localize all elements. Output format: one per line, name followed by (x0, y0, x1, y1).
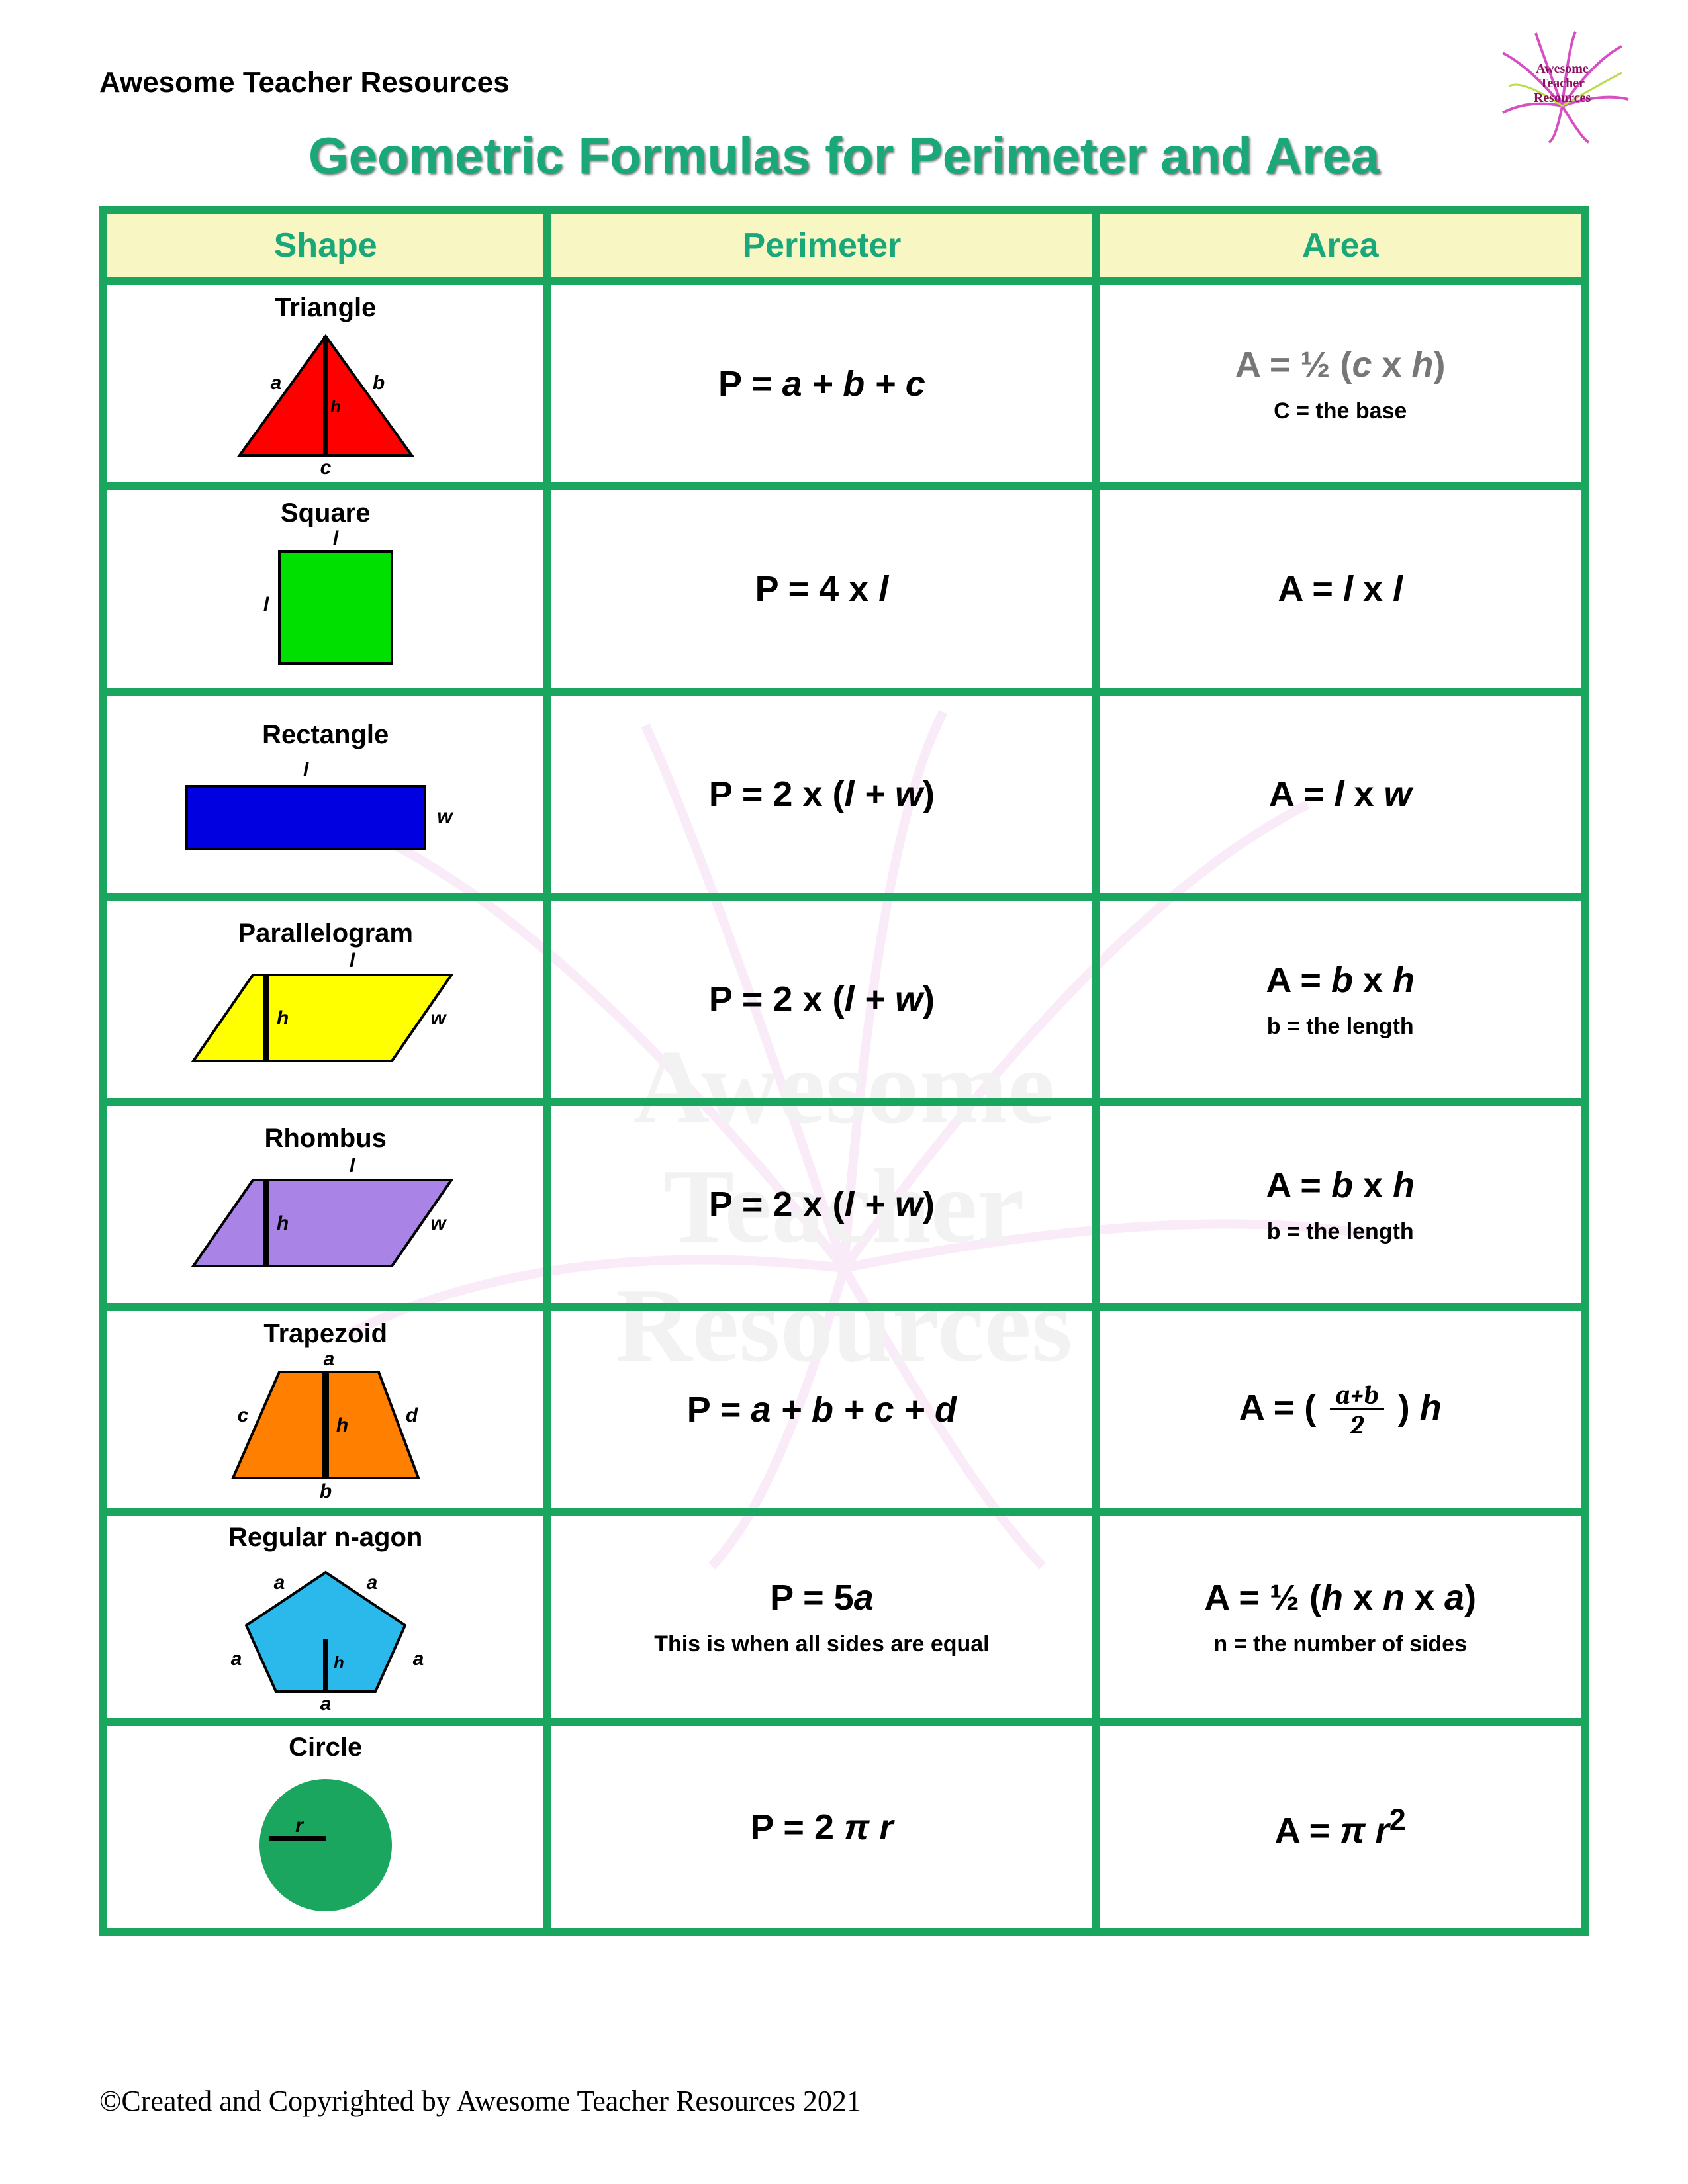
shape-cell: Trapezoid a d c b h (103, 1307, 547, 1512)
svg-text:l: l (303, 759, 309, 781)
svg-text:a: a (412, 1648, 424, 1670)
formula-table: Shape Perimeter Area Triangle a b c h P = a… (99, 206, 1589, 1936)
svg-text:a: a (366, 1572, 377, 1594)
svg-text:l: l (263, 594, 269, 615)
svg-text:a: a (270, 372, 281, 394)
area-formula: A = l x l (1106, 569, 1574, 610)
shape-name: Rhombus (114, 1124, 537, 1154)
perimeter-formula: P = 4 x l (558, 569, 1085, 610)
perimeter-cell: P = 5a This is when all sides are equal (547, 1512, 1096, 1722)
page: Awesome Teacher Resources Awesome Teache… (0, 0, 1688, 2184)
perimeter-formula: P = 2 π r (558, 1807, 1085, 1848)
perimeter-formula: P = 2 x (l + w) (558, 1184, 1085, 1225)
area-formula: A = b x h (1106, 1165, 1574, 1206)
svg-text:w: w (430, 1007, 447, 1029)
area-cell: A = l x w (1096, 692, 1585, 897)
svg-text:l: l (350, 1155, 355, 1177)
svg-text:w: w (430, 1212, 447, 1234)
perimeter-formula: P = 2 x (l + w) (558, 979, 1085, 1020)
shape-cell: Square l l (103, 486, 547, 692)
brand-header: Awesome Teacher Resources (99, 66, 1589, 99)
svg-text:w: w (437, 805, 453, 827)
area-formula: A = b x h (1106, 960, 1574, 1001)
perimeter-formula: P = 5a (558, 1577, 1085, 1618)
logo-icon: Awesome Teacher Resources (1489, 26, 1635, 146)
svg-text:c: c (237, 1404, 248, 1426)
svg-text:h: h (330, 396, 341, 416)
svg-text:b: b (320, 1480, 332, 1501)
svg-text:h: h (277, 1212, 289, 1234)
svg-text:h: h (334, 1653, 344, 1672)
table-row: Trapezoid a d c b h P = a + b + c + d A = ( a… (103, 1307, 1585, 1512)
svg-text:h: h (277, 1007, 289, 1029)
perimeter-cell: P = 2 π r (547, 1722, 1096, 1932)
svg-text:Awesome: Awesome (1536, 62, 1589, 76)
header-shape: Shape (103, 210, 547, 281)
perimeter-cell: P = 2 x (l + w) (547, 1102, 1096, 1307)
area-cell: A = ( a+b2 ) h (1096, 1307, 1585, 1512)
area-note: C = the base (1106, 398, 1574, 424)
area-formula: A = ½ (h x n x a) (1106, 1577, 1574, 1618)
header-area: Area (1096, 210, 1585, 281)
area-cell: A = ½ (h x n x a) n = the number of sides (1096, 1512, 1585, 1722)
area-cell: A = π r2 (1096, 1722, 1585, 1932)
table-row: Parallelogram l w h P = 2 x (l + w) A = b x… (103, 897, 1585, 1102)
page-title: Geometric Formulas for Perimeter and Are… (99, 126, 1589, 186)
svg-text:d: d (406, 1404, 418, 1426)
area-formula: A = ½ (c x h) (1106, 344, 1574, 385)
svg-text:a: a (320, 1693, 331, 1711)
svg-text:a: a (323, 1349, 334, 1370)
shape-name: Rectangle (114, 720, 537, 750)
shape-name: Square (114, 498, 537, 528)
table-row: Rectangle l w P = 2 x (l + w) A = l x w (103, 692, 1585, 897)
table-row: Regular n-agon a a a a a h P = 5a This is when… (103, 1512, 1585, 1722)
table-row: Rhombus l w h P = 2 x (l + w) A = b x h b = … (103, 1102, 1585, 1307)
shape-cell: Regular n-agon a a a a a h (103, 1512, 547, 1722)
shape-cell: Triangle a b c h (103, 281, 547, 486)
area-note: b = the length (1106, 1014, 1574, 1040)
shape-cell: Parallelogram l w h (103, 897, 547, 1102)
table-row: Triangle a b c h P = a + b + c A = ½ (c x h)… (103, 281, 1585, 486)
svg-text:a: a (273, 1572, 285, 1594)
svg-text:Teacher: Teacher (1540, 76, 1585, 91)
shape-cell: Rhombus l w h (103, 1102, 547, 1307)
table-row: Circle r P = 2 π r A = π r2 (103, 1722, 1585, 1932)
area-note: b = the length (1106, 1219, 1574, 1245)
header-perimeter: Perimeter (547, 210, 1096, 281)
area-cell: A = b x h b = the length (1096, 897, 1585, 1102)
area-cell: A = ½ (c x h) C = the base (1096, 281, 1585, 486)
svg-text:Resources: Resources (1534, 91, 1591, 105)
shape-name: Parallelogram (114, 919, 537, 948)
perimeter-cell: P = a + b + c (547, 281, 1096, 486)
area-cell: A = l x l (1096, 486, 1585, 692)
perimeter-cell: P = 4 x l (547, 486, 1096, 692)
perimeter-cell: P = a + b + c + d (547, 1307, 1096, 1512)
shape-name: Triangle (114, 293, 537, 323)
perimeter-formula: P = 2 x (l + w) (558, 774, 1085, 815)
perimeter-note: This is when all sides are equal (558, 1631, 1085, 1657)
area-formula: A = l x w (1106, 774, 1574, 815)
svg-text:a: a (230, 1648, 242, 1670)
shape-name: Trapezoid (114, 1319, 537, 1349)
svg-text:b: b (373, 372, 385, 394)
svg-text:h: h (336, 1414, 348, 1436)
svg-text:l: l (333, 528, 339, 549)
footer-copyright: ©Created and Copyrighted by Awesome Teac… (99, 2084, 861, 2118)
perimeter-formula: P = a + b + c + d (558, 1389, 1085, 1430)
area-formula: A = π r2 (1106, 1803, 1574, 1851)
perimeter-cell: P = 2 x (l + w) (547, 897, 1096, 1102)
area-formula: A = ( a+b2 ) h (1106, 1382, 1574, 1438)
area-note: n = the number of sides (1106, 1631, 1574, 1657)
table-header-row: Shape Perimeter Area (103, 210, 1585, 281)
shape-name: Circle (114, 1733, 537, 1762)
svg-text:c: c (320, 457, 331, 475)
shape-cell: Rectangle l w (103, 692, 547, 897)
area-cell: A = b x h b = the length (1096, 1102, 1585, 1307)
shape-name: Regular n-agon (114, 1523, 537, 1553)
perimeter-cell: P = 2 x (l + w) (547, 692, 1096, 897)
svg-text:l: l (350, 950, 355, 972)
table-row: Square l l P = 4 x l A = l x l (103, 486, 1585, 692)
perimeter-formula: P = a + b + c (558, 363, 1085, 404)
shape-cell: Circle r (103, 1722, 547, 1932)
